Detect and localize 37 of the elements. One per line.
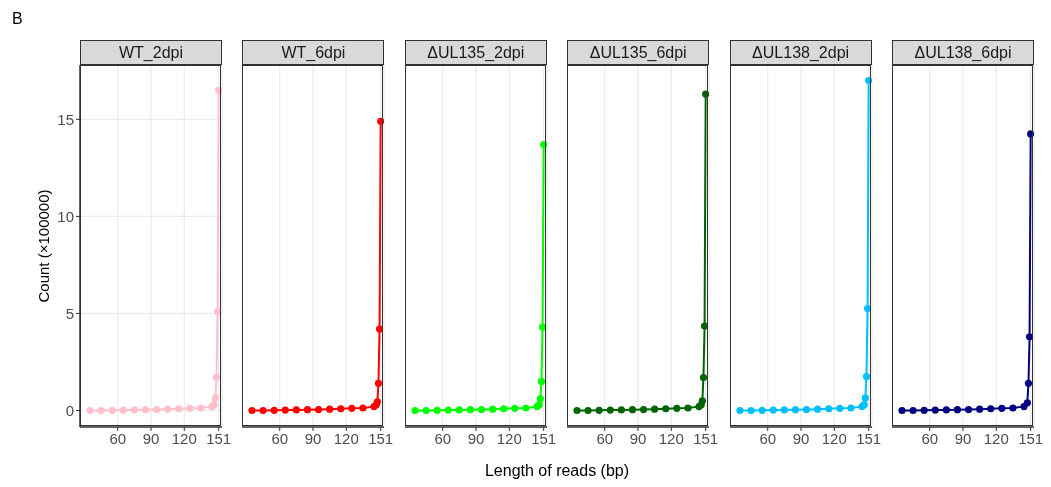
y-tick-label: 5 bbox=[65, 304, 74, 322]
x-tick-label: 120 bbox=[983, 429, 1009, 447]
chart-title: WT_6dpi bbox=[242, 40, 385, 65]
y-tick-label: 15 bbox=[57, 110, 74, 128]
x-tick-label: 90 bbox=[954, 429, 972, 447]
x-tick-label: 60 bbox=[921, 429, 939, 447]
x-tick-label: 90 bbox=[467, 429, 485, 447]
x-axis-title: Length of reads (bp) bbox=[483, 462, 631, 480]
x-tick-label: 120 bbox=[171, 429, 197, 447]
x-tick-label: 60 bbox=[109, 429, 127, 447]
y-tick-label: 10 bbox=[57, 207, 74, 225]
chart-title: WT_2dpi bbox=[80, 40, 222, 65]
x-tick-label: 120 bbox=[334, 429, 360, 447]
x-tick-label: 151 bbox=[855, 429, 881, 447]
x-tick-label: 151 bbox=[530, 429, 556, 447]
x-tick-label: 90 bbox=[142, 429, 160, 447]
y-tick-label: 0 bbox=[65, 401, 74, 419]
y-axis-title: Count (×100000) bbox=[35, 188, 53, 305]
x-tick-label: 151 bbox=[368, 429, 394, 447]
x-tick-label: 151 bbox=[206, 429, 232, 447]
chart-title: ΔUL135_6dpi bbox=[567, 40, 710, 65]
x-tick-label: 151 bbox=[693, 429, 719, 447]
x-tick-label: 151 bbox=[1018, 429, 1044, 447]
x-tick-label: 60 bbox=[596, 429, 614, 447]
x-tick-label: 60 bbox=[758, 429, 776, 447]
x-tick-label: 120 bbox=[821, 429, 847, 447]
x-tick-label: 90 bbox=[792, 429, 809, 447]
x-tick-label: 90 bbox=[629, 429, 647, 447]
x-tick-label: 60 bbox=[271, 429, 289, 447]
x-tick-label: 120 bbox=[658, 429, 684, 447]
x-tick-label: 90 bbox=[305, 429, 322, 447]
chart-title: ΔUL138_6dpi bbox=[892, 40, 1034, 65]
chart-title: ΔUL135_2dpi bbox=[404, 40, 547, 65]
chart-title: ΔUL138_2dpi bbox=[729, 40, 872, 65]
x-tick-label: 120 bbox=[496, 429, 522, 447]
text: B bbox=[12, 10, 23, 28]
x-tick-label: 60 bbox=[434, 429, 451, 447]
